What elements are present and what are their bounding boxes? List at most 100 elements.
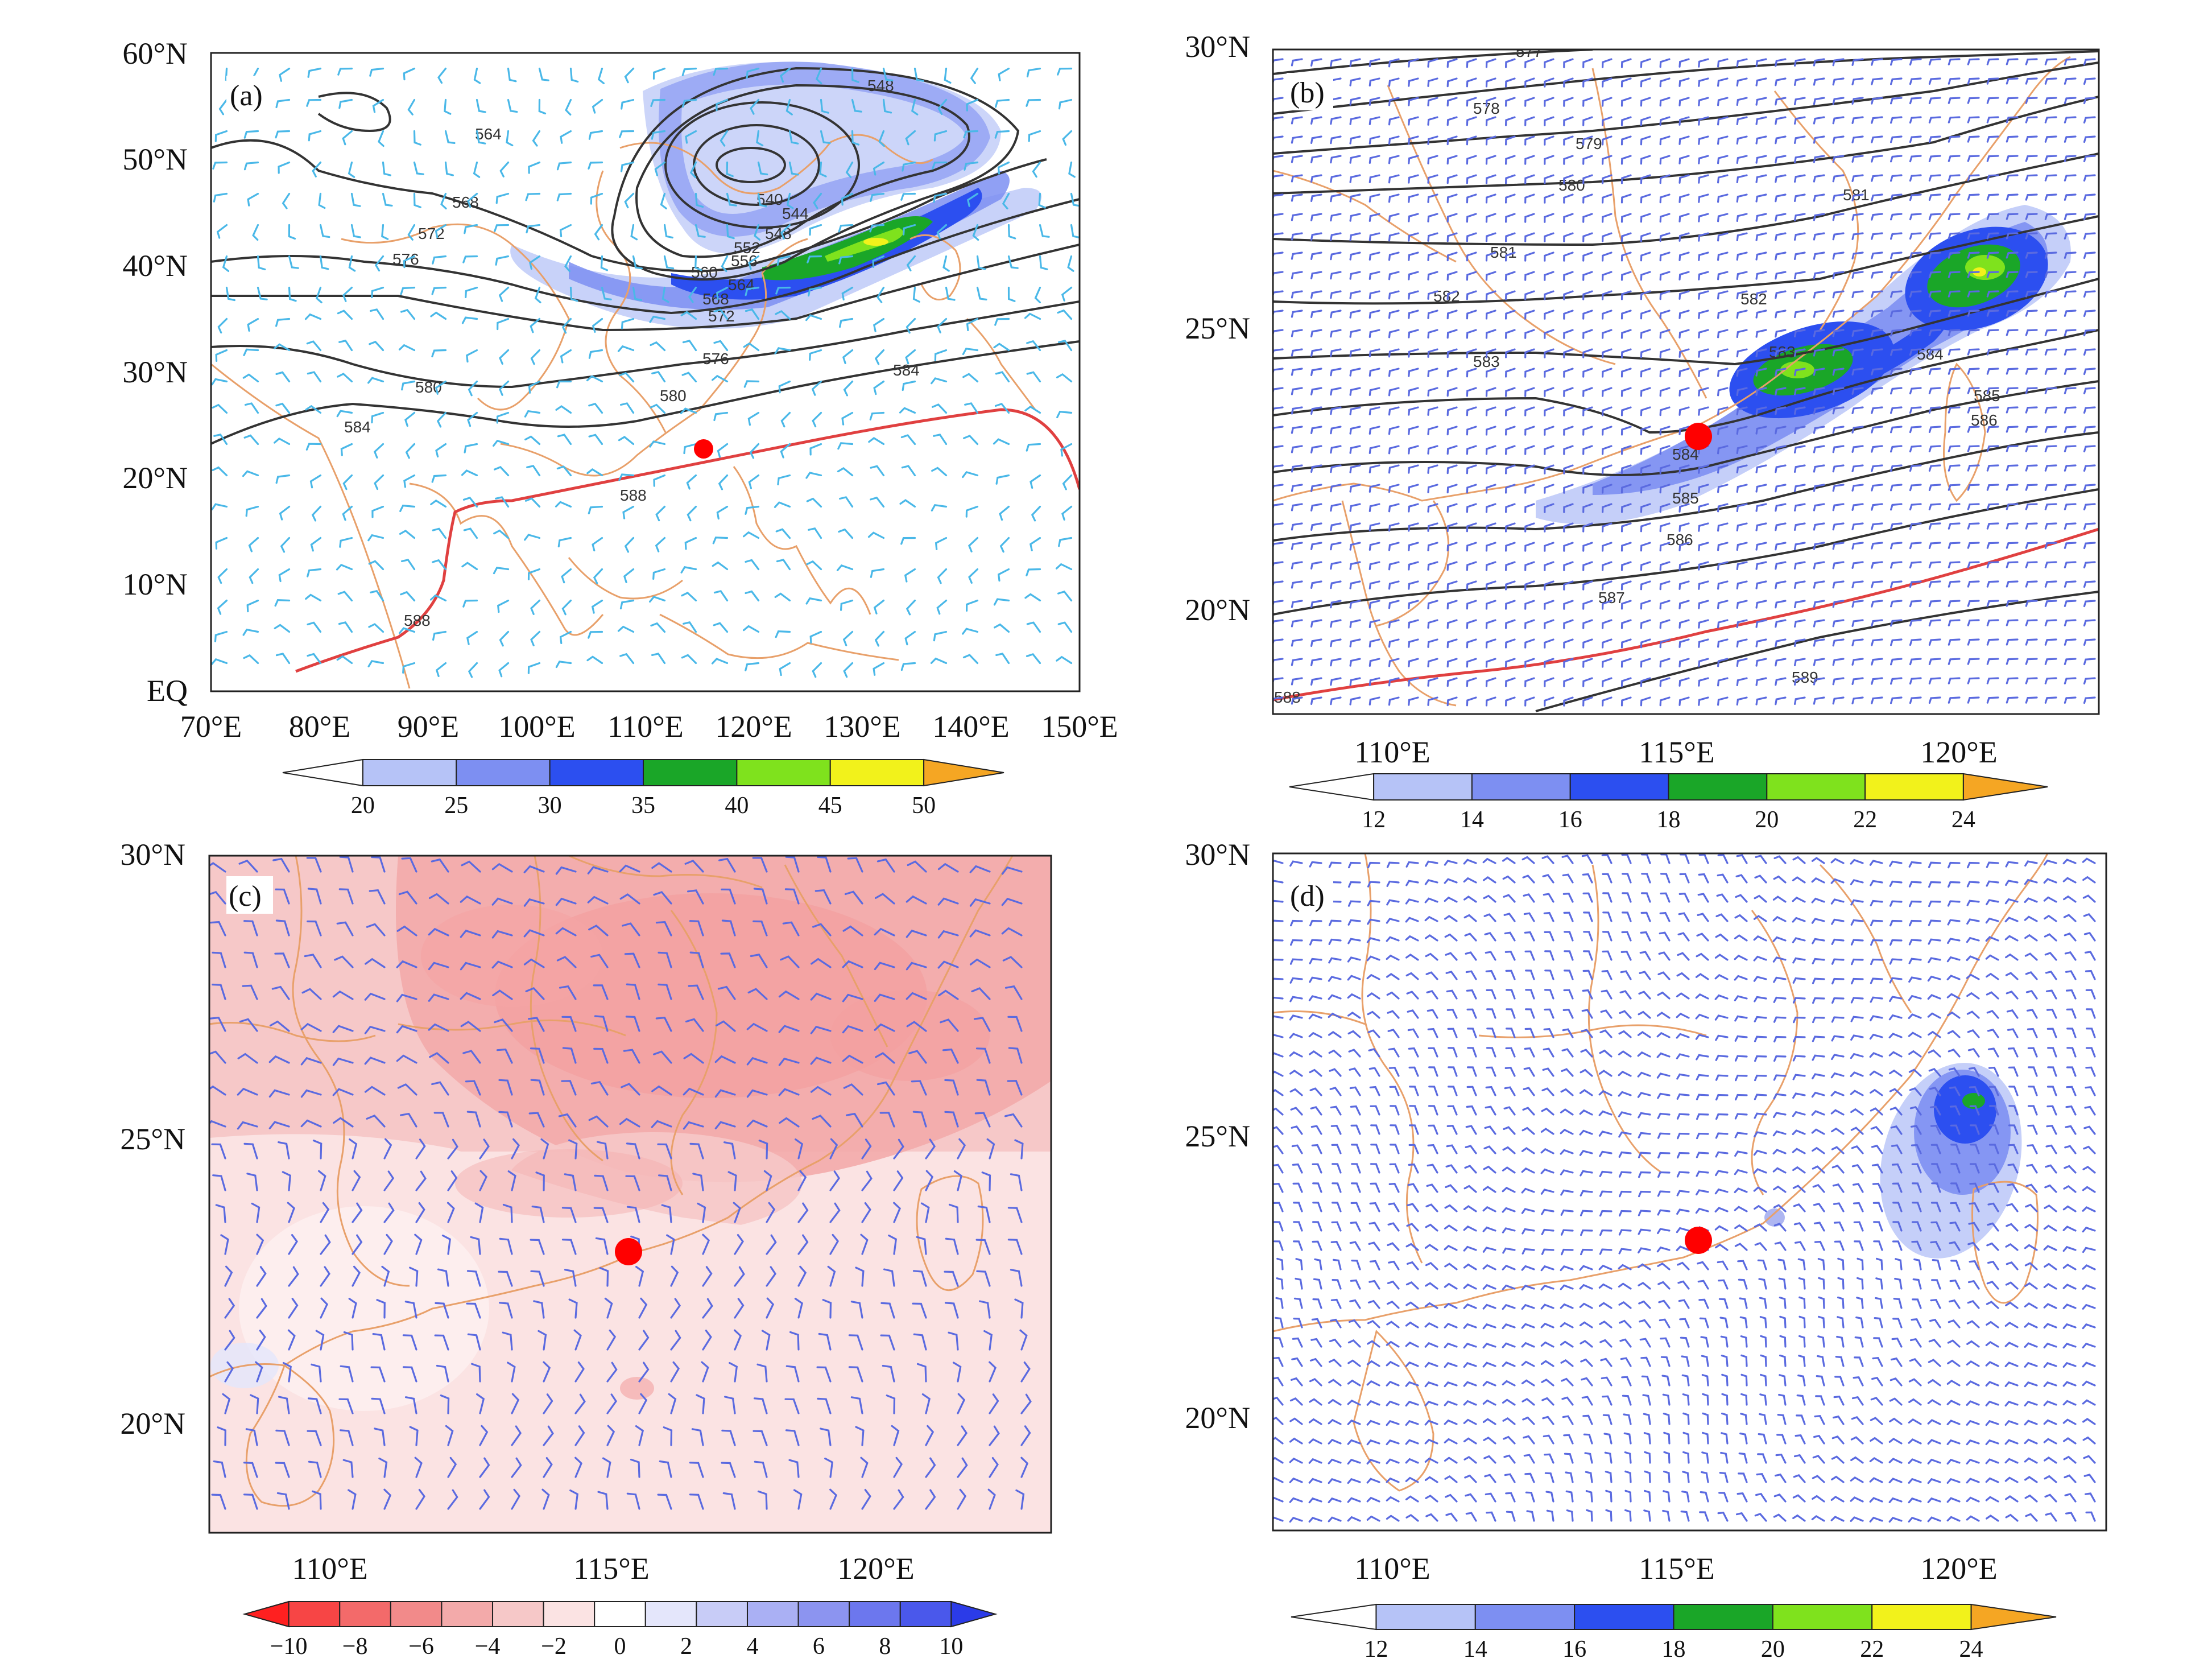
colorbar-tick-label: 2 [680, 1633, 692, 1660]
wind-barb [1696, 1132, 1709, 1140]
wind-barb [1466, 1105, 1477, 1116]
wind-barb [2044, 445, 2057, 452]
wind-barb [966, 192, 979, 207]
wind-barb [1798, 1315, 1806, 1328]
wind-barb [1909, 97, 1922, 105]
wind-barb [444, 161, 454, 176]
wind-barb [702, 1233, 710, 1255]
wind-barb [1482, 1399, 1496, 1406]
wind-barb [2005, 1301, 2019, 1309]
wind-barb [1870, 1437, 1883, 1445]
wind-barb [1775, 348, 1787, 357]
wind-barb [436, 411, 447, 428]
wind-barb [1698, 387, 1709, 397]
wind-barb [2086, 1028, 2096, 1038]
wind-barb [1331, 1221, 1342, 1232]
wind-barb [1505, 658, 1516, 668]
wind-barb [1967, 387, 1980, 394]
wind-barb [1967, 445, 1980, 452]
wind-barb [224, 1298, 235, 1319]
wind-barb [2024, 934, 2038, 942]
wind-barb [1813, 658, 1825, 666]
wind-barb [1988, 1086, 1999, 1096]
wind-barb [1543, 911, 1554, 922]
wind-barb [1773, 1035, 1787, 1043]
wind-barb [2044, 542, 2057, 549]
wind-barb [1408, 464, 1419, 474]
wind-barb [873, 380, 885, 395]
colorbar-left-triangle [1289, 773, 1375, 801]
wind-barb [1544, 77, 1554, 88]
wind-barb [1928, 938, 1941, 945]
wind-barb [374, 474, 384, 490]
wind-barb [1967, 155, 1980, 162]
panel-a-y-ticks: 60°N 50°N 40°N 30°N 20°N 10°N EQ [122, 36, 188, 708]
wind-barb [1678, 348, 1690, 358]
wind-barb [1289, 1088, 1303, 1096]
wind-barb [2025, 77, 2038, 85]
wind-barb [721, 888, 736, 905]
wind-barb [1367, 1010, 1380, 1019]
wind-barb [838, 224, 854, 233]
wind-barb [1734, 975, 1748, 981]
wind-barb [1640, 155, 1651, 165]
wind-barb [1446, 658, 1458, 668]
wind-barb [1912, 1278, 1922, 1290]
wind-barb [210, 921, 226, 936]
wind-barb [1870, 1397, 1883, 1406]
wind-barb [1871, 522, 1883, 530]
wind-barb [1966, 955, 1980, 962]
wind-barb [1908, 1068, 1922, 1077]
wind-barb [413, 192, 421, 208]
wind-barb [1640, 522, 1651, 533]
wind-barb [989, 1393, 999, 1414]
wind-barb [1775, 271, 1787, 280]
wind-barb [1446, 116, 1458, 126]
wind-barb [1582, 406, 1593, 416]
wind-barb [1736, 135, 1748, 145]
wind-barb [1368, 1222, 1380, 1232]
wind-barb [555, 405, 572, 414]
wind-barb [1505, 58, 1516, 68]
wind-barb [1330, 426, 1342, 435]
wind-barb [1969, 1105, 1980, 1116]
wind-barb [1291, 58, 1303, 67]
wind-barb [1349, 406, 1361, 415]
wind-barb [1814, 1414, 1825, 1425]
wind-barb [766, 1234, 777, 1255]
wind-barb [778, 1057, 800, 1066]
wind-barb [1057, 621, 1073, 633]
wind-barb [1986, 406, 1999, 414]
wind-barb [1466, 484, 1477, 494]
wind-barb [1682, 1393, 1690, 1406]
wind-barb [1794, 155, 1806, 163]
wind-barb [1966, 973, 1980, 980]
wind-barb [1505, 155, 1516, 165]
wind-barb [2025, 116, 2038, 123]
wind-barb [1969, 1182, 1980, 1193]
wind-barb [282, 192, 291, 209]
panel-d-wind-barbs [1273, 853, 2096, 1523]
wind-barb [937, 930, 959, 939]
wind-barb [1582, 135, 1593, 146]
wind-barb [2006, 387, 2019, 394]
wind-barb [1291, 580, 1303, 589]
panel-b-contour-labels: 577 578 579 580 581 581 582 582 583 583 … [1274, 49, 2000, 706]
wind-barb [1291, 406, 1303, 415]
wind-barb [780, 411, 791, 428]
wind-barb [1663, 1470, 1671, 1483]
wind-barb [1717, 368, 1729, 377]
wind-barb [1870, 939, 1883, 946]
wind-barb [1908, 958, 1922, 964]
wind-barb [1446, 464, 1458, 475]
wind-barb [1583, 911, 1593, 922]
wind-barb [1775, 58, 1787, 67]
wind-barb [1967, 97, 1980, 104]
wind-barb [1467, 1028, 1477, 1038]
wind-barb [1948, 329, 1961, 336]
wind-barb [1719, 1472, 1729, 1483]
wind-barb [1563, 989, 1574, 1000]
wind-barb [1871, 580, 1883, 588]
wind-barb [1062, 474, 1073, 490]
wind-barb [2044, 329, 2057, 336]
